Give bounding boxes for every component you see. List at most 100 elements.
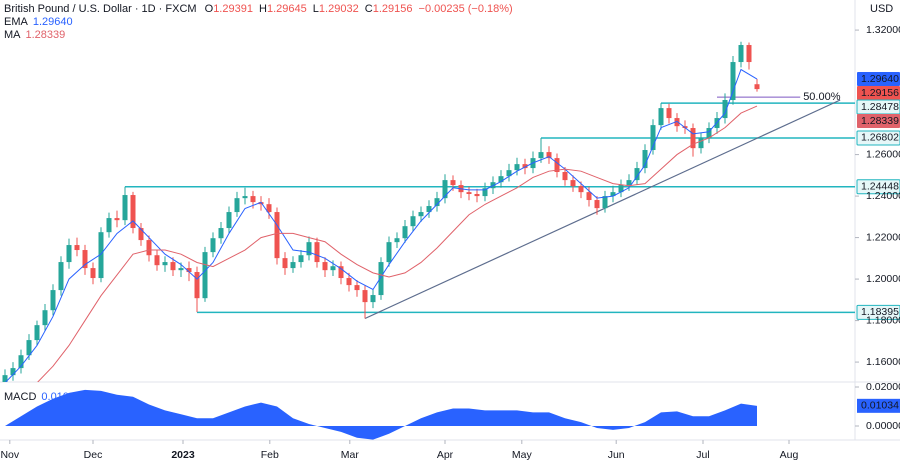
candle-body — [546, 152, 552, 159]
candle-body — [418, 212, 424, 217]
y-tick-label: 1.26000 — [866, 148, 900, 160]
candle-body — [162, 262, 168, 266]
candle-body — [114, 218, 120, 221]
legend-value: 1.28339 — [26, 29, 66, 41]
candle-body — [346, 278, 352, 286]
candle-body — [394, 238, 400, 243]
x-tick-label: Jun — [608, 449, 625, 461]
candle-body — [426, 206, 432, 213]
candle-body — [122, 195, 128, 221]
candle-body — [202, 252, 208, 299]
candle-body — [338, 266, 344, 279]
x-tick-label: 2023 — [171, 449, 195, 461]
candle-body — [506, 170, 512, 177]
price-badge-label: 1.29156 — [861, 87, 899, 99]
candle-body — [18, 355, 24, 369]
indicator-line — [37, 105, 758, 382]
candle-body — [498, 176, 504, 183]
candle-body — [218, 228, 224, 239]
candle-body — [658, 108, 664, 126]
x-tick-label: May — [512, 449, 533, 461]
candle-body — [370, 295, 376, 303]
candle-body — [594, 200, 600, 209]
y-tick-label: 1.20000 — [866, 273, 900, 285]
candle-body — [650, 125, 656, 151]
x-tick-label: Feb — [261, 449, 279, 461]
legend-value: 1.29640 — [33, 16, 73, 28]
candle-body — [274, 212, 280, 259]
candle-body — [330, 266, 336, 271]
candle-body — [754, 84, 760, 90]
candle-body — [298, 255, 304, 263]
quote-change: −0.00235 (−0.18%) — [419, 3, 513, 15]
candle-body — [26, 340, 32, 356]
candle-body — [730, 62, 736, 101]
price-badge-label: 1.29640 — [861, 73, 899, 85]
candle-body — [450, 180, 456, 186]
quote-value: 1.29391 — [213, 3, 253, 15]
candle-body — [738, 45, 744, 63]
candle-body — [210, 238, 216, 253]
price-badge — [857, 86, 900, 101]
candle-body — [698, 138, 704, 149]
candle-body — [642, 150, 648, 169]
candle-body — [194, 272, 200, 299]
candle-body — [266, 204, 272, 213]
macd-badge — [857, 398, 900, 413]
macd-area — [5, 389, 757, 440]
y-tick-label: 1.22000 — [866, 231, 900, 243]
legend-value: 0.01034 — [41, 391, 81, 403]
currency: USD — [870, 3, 893, 15]
y-tick-label: 1.32000 — [866, 24, 900, 36]
candle-body — [554, 158, 560, 173]
candle-body — [466, 192, 472, 195]
legend-ema: EMA 1.29640 — [4, 16, 73, 28]
candle-body — [602, 196, 608, 209]
candle-body — [314, 242, 320, 263]
candle-body — [186, 268, 192, 273]
x-tick-label: Apr — [437, 449, 454, 461]
candle-body — [482, 188, 488, 197]
price-badge — [856, 179, 900, 195]
fib-label: 50.00% — [803, 91, 841, 103]
quote-label: O — [205, 3, 214, 15]
candle-body — [2, 375, 8, 382]
indicator-line — [5, 68, 758, 382]
macd-badge-label: 0.01034 — [861, 400, 899, 412]
candle-body — [290, 262, 296, 269]
candle-body — [354, 285, 360, 291]
candle-body — [90, 268, 96, 279]
price-badge — [857, 114, 900, 129]
candle-body — [10, 368, 16, 376]
price-badge-label: 1.28478 — [861, 101, 899, 113]
y-tick-label: 1.18000 — [866, 314, 900, 326]
x-tick-label: Aug — [780, 449, 799, 461]
quote-value: 1.29156 — [373, 3, 413, 15]
candle-body — [306, 242, 312, 256]
candle-body — [322, 262, 328, 271]
legend-name: MA — [4, 29, 21, 41]
price-badge — [856, 304, 900, 320]
candle-body — [538, 152, 544, 159]
candle-body — [50, 290, 56, 311]
candle-body — [578, 186, 584, 193]
legend-quote: British Pound / U.S. Dollar · 1D · FXCM … — [4, 3, 513, 15]
quote-label: L — [313, 3, 319, 15]
candle-body — [474, 194, 480, 197]
candle-body — [386, 242, 392, 263]
candle-body — [722, 100, 728, 119]
candle-body — [626, 180, 632, 186]
x-tick-label: Jul — [696, 449, 709, 461]
candle-body — [82, 250, 88, 269]
candle-body — [138, 228, 144, 241]
x-tick-label: Dec — [84, 449, 103, 461]
candle-body — [282, 258, 288, 269]
candle-body — [66, 245, 72, 263]
legend-name: EMA — [4, 16, 29, 28]
candle-body — [58, 262, 64, 291]
quote-value: 1.29645 — [267, 3, 307, 15]
candle-body — [586, 192, 592, 201]
